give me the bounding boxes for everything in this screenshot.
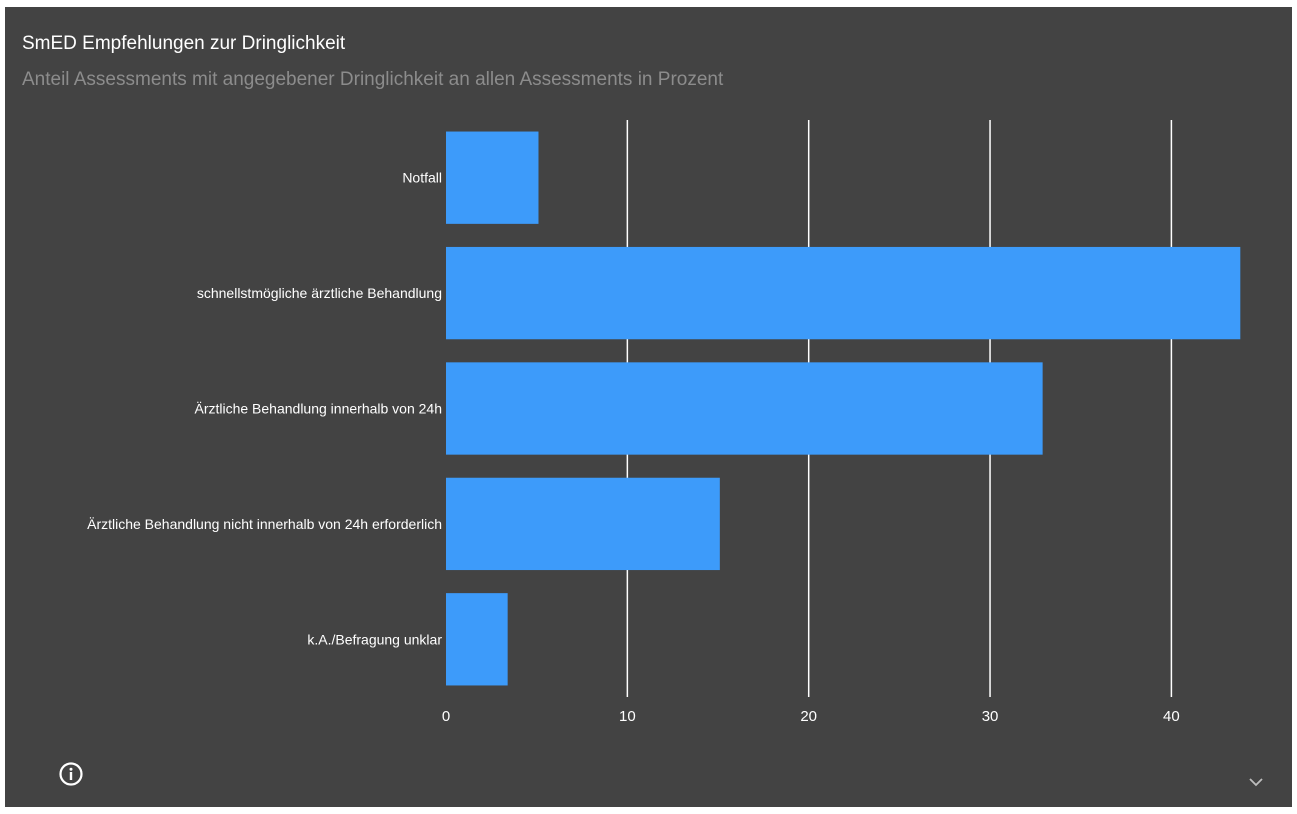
bar[interactable] [446, 362, 1043, 455]
x-tick-label: 0 [442, 708, 450, 725]
info-circle-icon[interactable] [58, 761, 84, 787]
chart-title: SmED Empfehlungen zur Dringlichkeit [22, 33, 346, 54]
chart-widget: SmED Empfehlungen zur Dringlichkeit Ante… [5, 7, 1292, 807]
category-label: Ärztliche Behandlung nicht innerhalb von… [87, 516, 442, 532]
x-tick-label: 30 [982, 708, 999, 725]
chart-subtitle: Anteil Assessments mit angegebener Dring… [22, 69, 724, 90]
category-labels: Notfall schnellstmögliche ärztliche Behan… [87, 170, 442, 648]
category-label: Notfall [402, 170, 442, 186]
x-tick-label: 20 [800, 708, 817, 725]
category-label: k.A./Befragung unklar [307, 631, 442, 647]
x-axis-ticks: 0 10 20 30 40 [442, 708, 1180, 725]
bars [446, 131, 1241, 686]
bar[interactable] [446, 593, 508, 686]
category-label: schnellstmögliche ärztliche Behandlung [197, 285, 442, 301]
bar[interactable] [446, 477, 720, 571]
chevron-down-icon[interactable] [1247, 775, 1265, 789]
bar-chart: Notfall schnellstmögliche ärztliche Behan… [87, 120, 1241, 725]
category-label: Ärztliche Behandlung innerhalb von 24h [194, 401, 442, 417]
x-tick-label: 10 [619, 708, 636, 725]
bar[interactable] [446, 131, 539, 224]
x-tick-label: 40 [1163, 708, 1180, 725]
bar[interactable] [446, 246, 1241, 340]
